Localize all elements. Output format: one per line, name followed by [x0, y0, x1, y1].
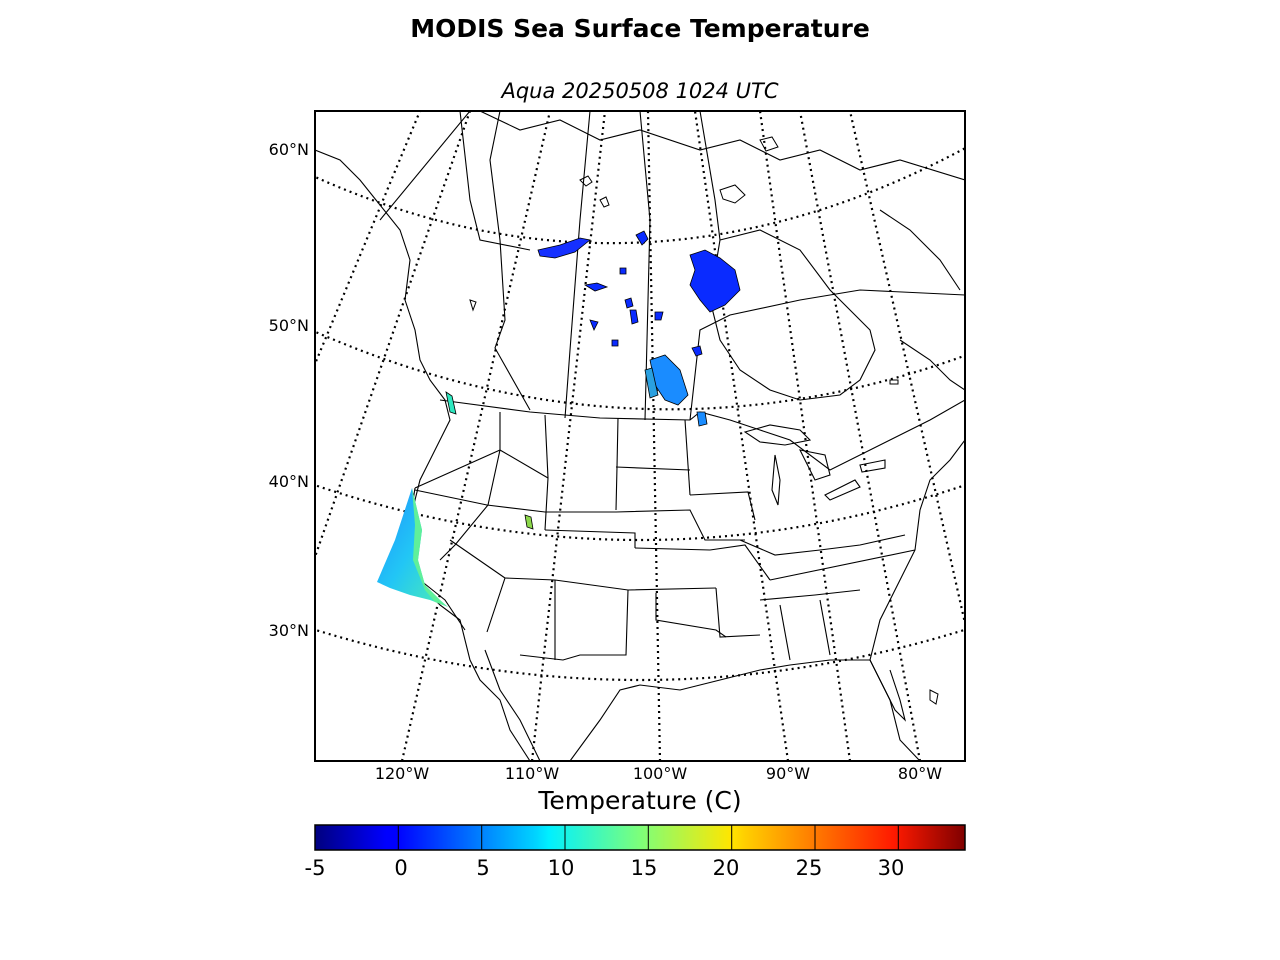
lon-label-110w: 110°W [504, 764, 560, 783]
sst-patch-great-slave [537, 237, 591, 259]
graticule-meridians [315, 111, 965, 761]
colorbar-tick-label: -5 [304, 856, 326, 880]
meridian-130w [315, 111, 472, 561]
quebec-coast [899, 339, 965, 391]
colorbar-tick-label: 15 [630, 856, 658, 880]
lat-label-40n: 40°N [268, 472, 309, 491]
arctic-coast [479, 111, 965, 181]
colorbar-tick-label: 30 [877, 856, 905, 880]
lat-label-30n: 30°N [268, 621, 309, 640]
lat-label-60n: 60°N [268, 140, 309, 159]
map-title: MODIS Sea Surface Temperature [410, 14, 870, 43]
parallel-60n [315, 146, 965, 245]
meridian-125w [315, 111, 422, 367]
sst-pacific-swath [377, 488, 448, 607]
labrador-coast [879, 209, 961, 291]
great-lake-huron [799, 449, 831, 481]
sst-pacific-nearshore [412, 488, 446, 606]
meridian-80w [798, 111, 922, 761]
colorbar-tick-label: 10 [547, 856, 575, 880]
colorbar [314, 824, 966, 851]
great-lake-erie [824, 479, 861, 501]
canada-us-border [439, 399, 965, 471]
florida [869, 659, 907, 722]
colorbar-ticks [397, 825, 899, 850]
parallel-50n [315, 330, 965, 411]
colorbar-gradient [314, 824, 966, 851]
coastlines [315, 111, 965, 761]
great-lake-michigan [771, 454, 781, 506]
pacific-coast [315, 149, 531, 761]
colorbar-tick-label: 20 [712, 856, 740, 880]
sst-patch-lake-winnipeg-area [689, 249, 741, 313]
parallel-30n [315, 628, 965, 682]
lon-label-100w: 100°W [632, 764, 688, 783]
sst-patch-puget-sound [445, 391, 457, 415]
baja-california [484, 649, 541, 761]
map-subtitle: Aqua 20250508 1024 UTC [501, 79, 779, 103]
sst-lake-patches [445, 230, 741, 530]
great-lake-ontario [859, 459, 886, 473]
sst-patch-lake-winnipegosis [644, 367, 659, 399]
political-boundaries [379, 111, 965, 661]
graticule-parallels [315, 146, 965, 682]
meridian-120w [400, 111, 552, 761]
colorbar-tick-label: 5 [476, 856, 490, 880]
great-lake-superior [743, 424, 812, 446]
colorbar-tick-label: 25 [795, 856, 823, 880]
meridian-85w [758, 111, 852, 761]
sst-patch-lake-winnipeg [649, 354, 689, 406]
hudson-bay [709, 229, 876, 401]
colorbar-tick-label: 0 [394, 856, 408, 880]
colorbar-label: Temperature (C) [538, 786, 742, 815]
meridian-70w [848, 111, 965, 629]
lon-label-120w: 120°W [374, 764, 430, 783]
sst-patch-great-salt-lake [524, 514, 534, 530]
lat-label-50n: 50°N [268, 316, 309, 335]
lon-label-80w: 80°W [897, 764, 943, 783]
meridian-100w [646, 111, 662, 761]
lon-label-90w: 90°W [765, 764, 811, 783]
meridian-90w [693, 111, 790, 761]
map-frame [314, 110, 966, 762]
map-area [315, 111, 965, 761]
atlantic-coast [869, 439, 965, 661]
meridian-110w [530, 111, 607, 761]
